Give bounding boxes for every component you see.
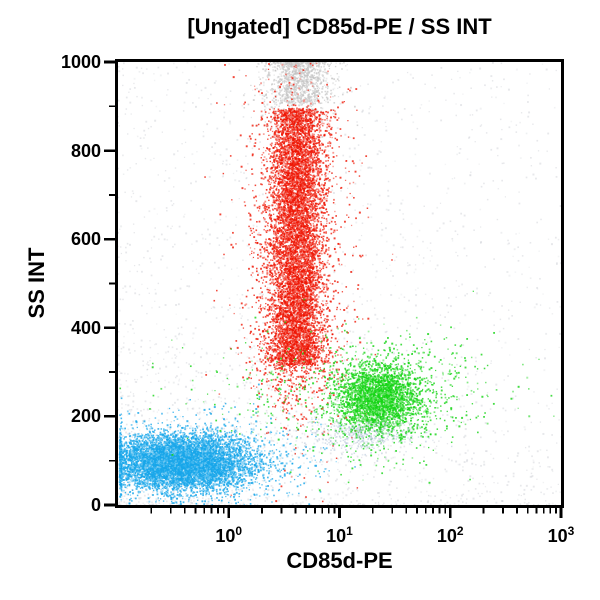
y-tick-label: 1000: [60, 52, 101, 72]
x-tick-label: 102: [436, 524, 464, 546]
x-tick-label: 100: [215, 524, 243, 546]
y-tick-label: 0: [90, 495, 101, 515]
x-tick-label: 101: [326, 524, 353, 546]
scatter-canvas: [118, 62, 561, 505]
y-tick-label: 200: [70, 406, 101, 427]
y-axis-title: SS INT: [24, 247, 49, 319]
y-tick-label: 600: [70, 229, 101, 250]
y-tick-label: 800: [70, 140, 101, 161]
y-tick-label: 400: [70, 317, 101, 338]
x-axis-title: CD85d-PE: [286, 548, 393, 573]
chart-title: [Ungated] CD85d-PE / SS INT: [187, 14, 492, 39]
x-tick-label: 103: [547, 524, 575, 546]
